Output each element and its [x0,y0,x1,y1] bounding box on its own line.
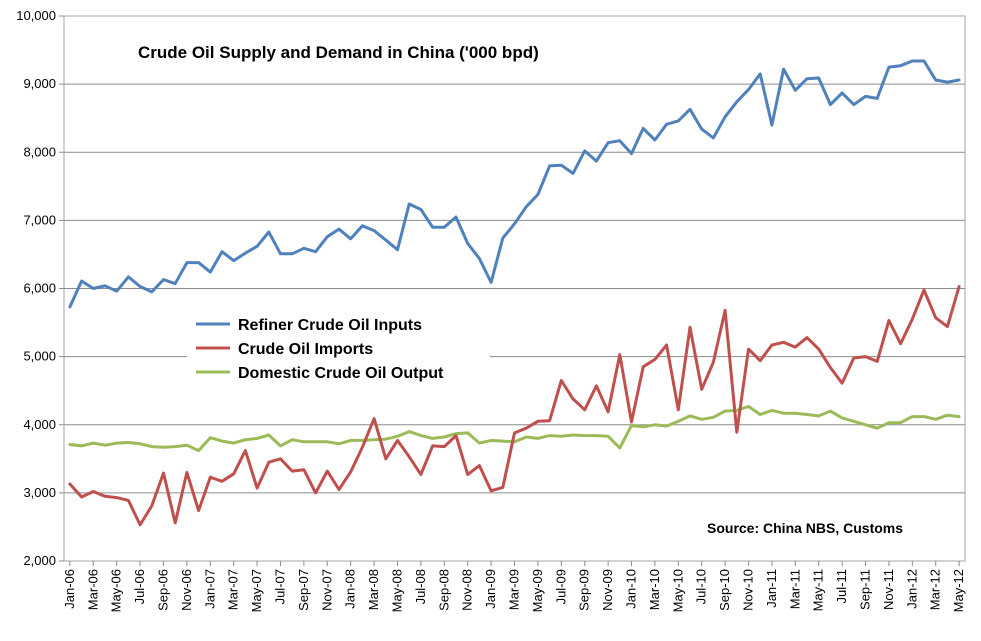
series-lines [68,59,961,527]
x-tick-label: Mar-11 [787,569,802,609]
x-tick-label: May-10 [670,569,685,612]
x-tick-label: Sep-10 [717,569,732,611]
x-tick-label: Mar-08 [366,569,381,610]
x-tick-label: May-06 [109,569,124,612]
x-tick-label: May-07 [249,569,264,612]
x-tick-label: Jul-11 [834,569,849,603]
legend: Refiner Crude Oil Inputs Crude Oil Import… [187,306,490,390]
x-tick-label: Jan-12 [904,569,919,609]
x-tick-label: May-09 [530,569,545,612]
source-note: Source: China NBS, Customs [707,520,903,536]
x-tick-label: May-08 [389,569,404,612]
legend-box [187,306,490,390]
y-tick-label: 2,000 [23,553,56,568]
x-tick-label: Mar-10 [647,569,662,610]
x-tick-label: Jan-07 [202,569,217,609]
series-line-refiner-crude-oil-inputs [68,59,961,309]
x-tick-label: Sep-08 [436,569,451,611]
x-tick-label: Jan-11 [764,569,779,608]
y-tick-label: 10,000 [16,8,56,23]
x-tick-label: Jul-06 [132,569,147,604]
x-tick-label: Nov-08 [460,569,475,611]
x-tick-label: May-11 [811,569,826,611]
x-tick-label: Nov-10 [741,569,756,611]
x-tick-label: Jan-08 [343,569,358,609]
x-tick-label: Jul-07 [272,569,287,604]
gridlines [64,83,965,494]
x-tick-label: Nov-09 [600,569,615,611]
x-tick-label: Sep-07 [296,569,311,611]
x-tick-label: Mar-09 [507,569,522,610]
x-tick-label: Jul-08 [413,569,428,604]
y-tick-label: 8,000 [23,144,56,159]
x-tick-label: May-12 [951,569,966,612]
y-tick-label: 6,000 [23,281,56,296]
x-tick-label: Sep-06 [155,569,170,611]
y-tick-label: 9,000 [23,76,56,91]
x-tick-label: Jan-09 [483,569,498,609]
x-tick-label: Jul-09 [553,569,568,604]
x-tick-label: Jul-10 [694,569,709,604]
series-line-crude-oil-imports [68,285,961,527]
x-tick-label: Jan-06 [62,569,77,609]
x-tick-label: Sep-11 [858,569,873,610]
x-tick-label: Jan-10 [624,569,639,609]
y-tick-label: 3,000 [23,485,56,500]
chart-title: Crude Oil Supply and Demand in China ('0… [138,43,539,62]
x-tick-label: Sep-09 [577,569,592,611]
x-tick-label: Mar-06 [85,569,100,610]
y-tick-label: 4,000 [23,417,56,432]
y-tick-label: 5,000 [23,349,56,364]
x-tick-label: Nov-06 [179,569,194,611]
y-tick-label: 7,000 [23,212,56,227]
x-tick-label: Mar-12 [928,569,943,610]
legend-label: Refiner Crude Oil Inputs [238,317,422,334]
x-tick-label: Nov-11 [881,569,896,610]
x-tick-label: Nov-07 [319,569,334,611]
x-axis-ticks: Jan-06 Mar-06 May-06 Jul-06 Sep-06 Nov-06 Jan-… [62,561,966,612]
x-tick-label: Mar-07 [226,569,241,610]
y-axis-ticks: 2,000 3,000 4,000 5,000 6,000 7,000 8,000 9,000… [16,8,64,568]
legend-label: Crude Oil Imports [238,341,373,358]
series-line-domestic-crude-oil-output [68,404,961,453]
legend-label: Domestic Crude Oil Output [238,365,444,382]
